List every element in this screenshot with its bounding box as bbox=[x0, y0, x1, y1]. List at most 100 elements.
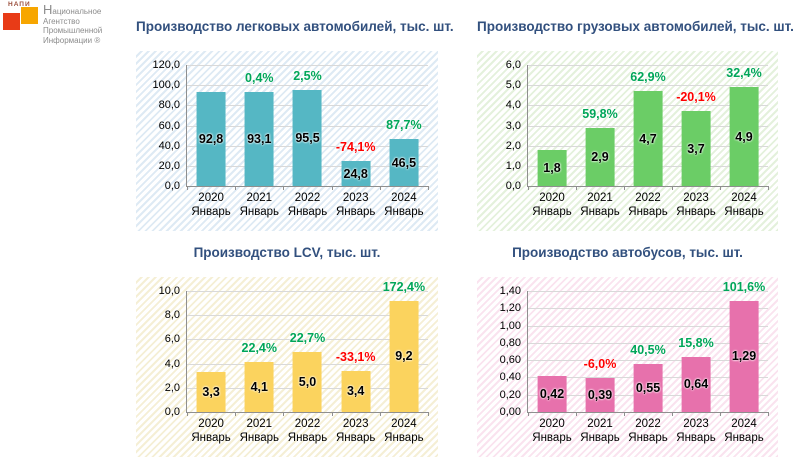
category-month: Январь bbox=[191, 206, 231, 218]
x-axis-tick bbox=[283, 186, 285, 190]
x-axis-tick bbox=[331, 186, 333, 190]
category-year: 2022 bbox=[294, 418, 321, 430]
bar-2021: 2,9 bbox=[585, 127, 615, 186]
percent-change-label: 32,4% bbox=[726, 66, 762, 81]
category-slot: 0,64 15,8% bbox=[672, 291, 720, 412]
category-slot: 95,5 2,5% bbox=[283, 65, 331, 186]
gridline bbox=[528, 65, 768, 66]
chart-plot-passenger-cars: 0,0 20,0 40,0 60,0 80,0 100,0 120,0 2020 Январь 9… bbox=[136, 51, 438, 231]
x-axis-category-label: 2021 Январь bbox=[576, 191, 624, 219]
x-axis-category-label: 2020 Январь bbox=[528, 191, 576, 219]
chart-plot-lcv: 0,0 2,0 4,0 6,0 8,0 10,0 2020 Январь 3,3 2021 Янва… bbox=[136, 277, 438, 457]
bar-2021: 0,39 bbox=[585, 378, 615, 412]
y-axis-tick-label: 20,0 bbox=[158, 159, 180, 172]
gridline bbox=[187, 339, 428, 341]
logo-text-line: Национальное bbox=[43, 2, 102, 17]
value-label: 4,7 bbox=[639, 131, 657, 146]
bar-2023: 3,7 bbox=[681, 111, 711, 186]
category-year: 2024 bbox=[391, 418, 417, 430]
logo-orange-square bbox=[21, 7, 38, 24]
category-slot: 4,9 32,4% bbox=[720, 65, 768, 186]
category-year: 2020 bbox=[539, 192, 565, 204]
x-axis-category-label: 2020 Январь bbox=[187, 417, 235, 445]
value-label: 3,4 bbox=[346, 384, 365, 399]
bar-2022: 4,7 bbox=[633, 91, 663, 186]
percent-change-label: 0,4% bbox=[245, 71, 274, 86]
chart-card-lcv: Производство LCV, тыс. шт. 0,0 2,0 4,0 6,0 8… bbox=[136, 228, 438, 457]
x-axis-category-label: 2022 Январь bbox=[283, 191, 331, 219]
percent-change-label: 59,8% bbox=[582, 106, 618, 121]
y-axis-tick-label: 120,0 bbox=[152, 59, 180, 71]
category-year: 2022 bbox=[635, 192, 661, 204]
y-axis-tick-label: 1,20 bbox=[499, 302, 521, 315]
x-axis-tick bbox=[528, 412, 529, 416]
x-axis-category-label: 2024 Январь bbox=[720, 417, 768, 445]
x-axis-category-label: 2024 Январь bbox=[720, 191, 768, 219]
category-year: 2024 bbox=[731, 418, 757, 430]
category-slot: 3,7 -20,1% bbox=[672, 65, 720, 186]
value-label: 4,9 bbox=[735, 129, 753, 144]
chart-card-trucks: Производство грузовых автомобилей, тыс. … bbox=[477, 2, 794, 231]
y-axis-tick-label: 2,0 bbox=[164, 381, 180, 394]
category-slot: 0,55 40,5% bbox=[624, 291, 672, 412]
plot-area: 0,0 1,0 2,0 3,0 4,0 5,0 6,0 2020 Январь 1,8 2021 Ян… bbox=[506, 59, 769, 218]
y-axis-tick-label: 0,60 bbox=[499, 354, 521, 367]
y-axis-tick-label: 40,0 bbox=[158, 139, 180, 152]
percent-change-label: -20,1% bbox=[676, 90, 716, 105]
category-month: Январь bbox=[724, 432, 764, 444]
x-axis-tick bbox=[379, 186, 381, 190]
percent-change-label: 15,8% bbox=[678, 335, 714, 350]
x-axis-tick bbox=[283, 412, 285, 416]
x-axis-tick bbox=[235, 412, 237, 416]
x-axis-tick bbox=[428, 186, 429, 190]
chart-plot-buses: 0,00 0,20 0,40 0,60 0,80 1,00 1,20 1,40 2020 Янва… bbox=[477, 277, 778, 457]
percent-change-label: 87,7% bbox=[386, 118, 422, 133]
x-axis-tick bbox=[235, 186, 237, 190]
category-year: 2021 bbox=[246, 192, 273, 204]
x-axis-category-label: 2021 Январь bbox=[576, 417, 624, 445]
x-axis-tick bbox=[624, 186, 625, 190]
category-month: Январь bbox=[239, 432, 279, 444]
value-label: 24,8 bbox=[343, 166, 368, 181]
value-label: 2,9 bbox=[591, 149, 609, 164]
napi-acronym: НАПИ bbox=[8, 1, 31, 8]
x-axis-category-label: 2021 Январь bbox=[235, 191, 283, 219]
y-axis-tick-label: 1,00 bbox=[499, 319, 521, 332]
y-axis-tick-label: 0,0 bbox=[505, 180, 521, 192]
value-label: 1,29 bbox=[731, 349, 757, 364]
logo-text-line: Промышленной bbox=[43, 26, 103, 35]
bar-2023: 24,8 bbox=[341, 161, 371, 186]
category-slot: 92,8 bbox=[187, 65, 235, 186]
category-slot: 93,1 0,4% bbox=[235, 65, 283, 186]
bar-2021: 93,1 bbox=[244, 92, 274, 186]
category-month: Январь bbox=[676, 206, 716, 218]
x-axis-category-label: 2023 Январь bbox=[332, 417, 380, 445]
percent-change-label: -74,1% bbox=[335, 140, 376, 154]
gridline bbox=[528, 291, 768, 292]
logo-red-square bbox=[3, 13, 20, 30]
gridline bbox=[528, 342, 768, 344]
gridline bbox=[187, 315, 428, 317]
value-label: 9,2 bbox=[395, 349, 413, 364]
logo-text-line: Информации ® bbox=[43, 35, 101, 45]
gridline bbox=[528, 325, 768, 327]
x-axis-category-label: 2020 Январь bbox=[187, 191, 235, 219]
y-axis-tick-label: 0,0 bbox=[164, 180, 180, 192]
value-label: 0,64 bbox=[683, 377, 709, 392]
percent-change-label: 22,7% bbox=[289, 330, 326, 345]
category-year: 2023 bbox=[683, 418, 709, 430]
y-axis-tick-label: 60,0 bbox=[158, 119, 180, 132]
x-axis-tick bbox=[331, 412, 333, 416]
chart-card-passenger-cars: Производство легковых автомобилей, тыс. … bbox=[136, 2, 454, 231]
value-label: 46,5 bbox=[391, 155, 417, 170]
x-axis-tick bbox=[768, 186, 769, 190]
gridline bbox=[187, 291, 428, 292]
category-month: Январь bbox=[532, 206, 572, 218]
value-label: 3,7 bbox=[687, 141, 705, 156]
category-year: 2020 bbox=[198, 418, 224, 430]
bar-2020: 1,8 bbox=[537, 149, 567, 186]
bar-2022: 95,5 bbox=[293, 89, 322, 186]
value-label: 92,8 bbox=[198, 132, 224, 147]
value-label: 3,3 bbox=[202, 385, 220, 400]
chart-title-trucks: Производство грузовых автомобилей, тыс. … bbox=[477, 18, 794, 34]
